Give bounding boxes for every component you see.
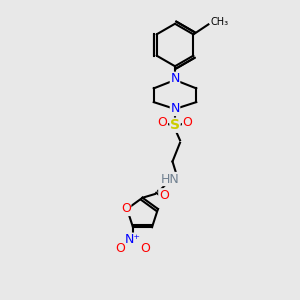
Text: O: O [158, 116, 167, 129]
Text: N: N [170, 103, 180, 116]
Text: HN: HN [160, 172, 179, 185]
Text: N: N [170, 72, 180, 85]
Text: N⁺: N⁺ [125, 233, 141, 246]
Text: O: O [140, 242, 150, 255]
Text: O: O [121, 202, 131, 215]
Text: O: O [116, 242, 125, 255]
Text: CH₃: CH₃ [211, 17, 229, 27]
Text: O: O [183, 116, 192, 129]
Text: S: S [170, 118, 180, 132]
Text: O: O [159, 189, 169, 202]
